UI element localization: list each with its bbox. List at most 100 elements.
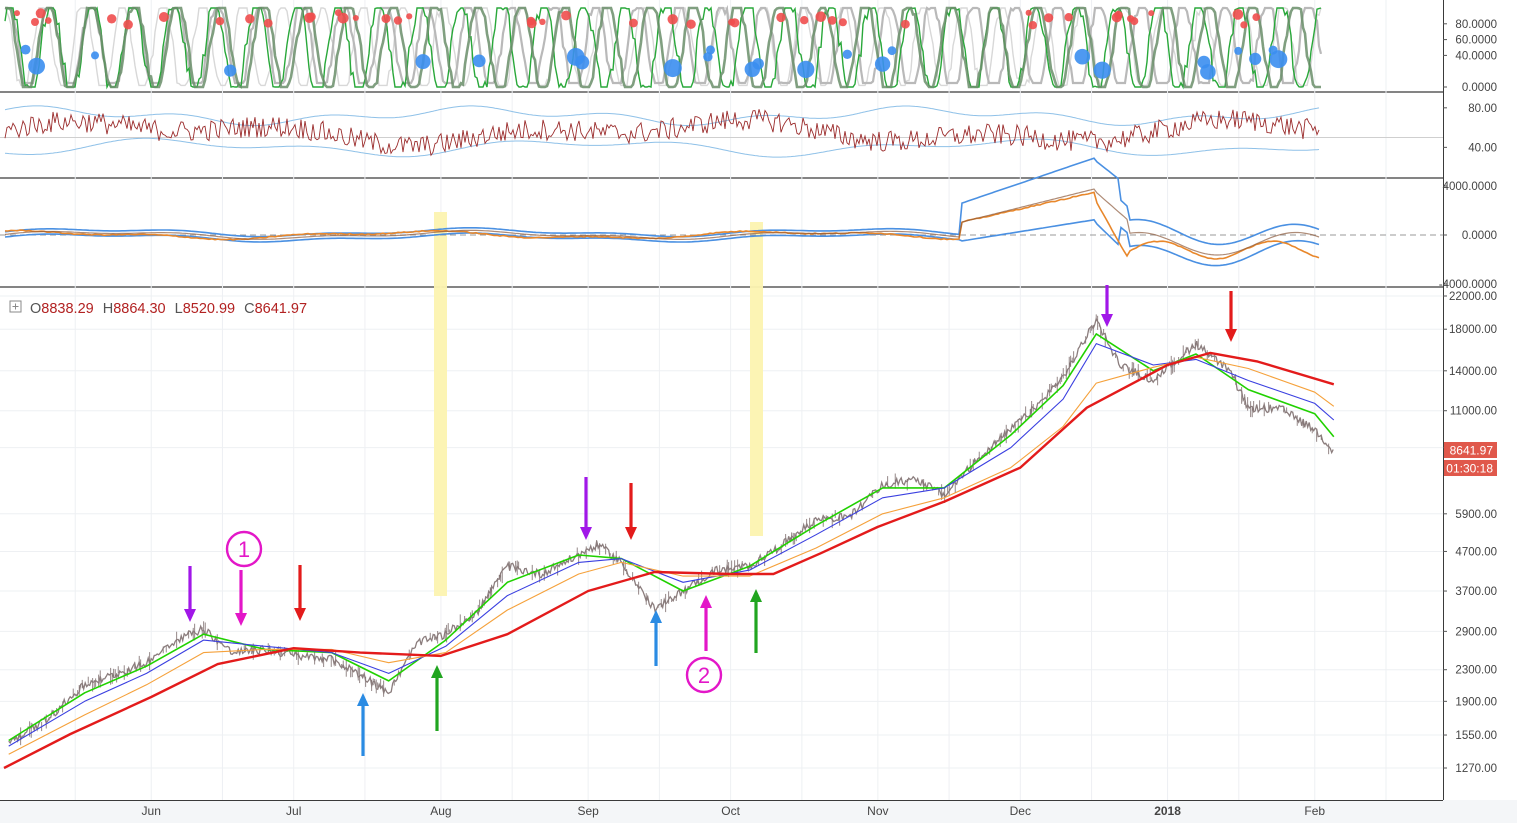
stoch-dot-red <box>686 20 695 29</box>
time-axis-label-dec: Dec <box>1010 804 1031 818</box>
stoch-dot-blue <box>797 61 814 78</box>
price-axis-label: 3700.00 <box>1455 586 1497 598</box>
stoch-dot-red <box>1240 21 1247 28</box>
stoch-dot-red <box>45 17 52 24</box>
ohlc-high-value: 8864.30 <box>113 301 165 317</box>
ohlc-low-value: 8520.99 <box>183 301 235 317</box>
time-axis-label-sep: Sep <box>577 804 599 818</box>
stoch-dot-blue <box>843 50 852 59</box>
oscillator-axis-label: -4000.0000 <box>1439 279 1497 291</box>
ohlc-high-label: H <box>103 301 113 317</box>
price-axis-label: 22000.00 <box>1449 291 1497 303</box>
stoch-dot-red <box>1065 13 1073 21</box>
stoch-dot-red <box>123 20 133 30</box>
stoch-dot-blue <box>888 46 897 55</box>
time-axis-label-jul: Jul <box>286 804 301 818</box>
stoch-dot-red <box>901 20 910 29</box>
price-axis-label: 5900.00 <box>1455 509 1497 521</box>
price-axis-label: 4700.00 <box>1455 546 1497 558</box>
stoch-dot-blue <box>875 56 890 71</box>
stoch-dot-blue <box>703 52 712 61</box>
annotation-number-2: 2 <box>698 663 710 688</box>
stoch-dot-red <box>264 19 273 28</box>
stoch-axis-label: 40.0000 <box>1455 50 1497 62</box>
ohlc-close-label: C <box>244 301 254 317</box>
stoch-dot-red <box>1026 10 1032 16</box>
price-axis-label: 2300.00 <box>1455 665 1497 677</box>
stoch-dot-blue <box>664 59 682 77</box>
price-axis-label: 11000.00 <box>1450 406 1497 418</box>
stoch-dot-red <box>1233 9 1244 20</box>
stoch-dot-red <box>800 16 808 24</box>
stoch-dot-red <box>1148 10 1154 16</box>
countdown-tag-value: 01:30:18 <box>1446 462 1493 476</box>
stoch-dot-red <box>629 19 638 28</box>
stoch-dot-blue <box>473 55 486 68</box>
stoch-dot-red <box>668 14 678 24</box>
stoch-dot-blue <box>21 45 31 55</box>
stoch-dot-red <box>776 13 785 22</box>
stoch-dot-red <box>539 19 545 25</box>
price-axis-label: 1270.00 <box>1455 763 1497 775</box>
time-axis-label-oct: Oct <box>721 804 740 818</box>
stoch-dot-red <box>1029 21 1037 29</box>
stoch-dot-blue <box>91 51 99 59</box>
stoch-axis-label: 0.0000 <box>1462 82 1497 94</box>
ohlc-open-label: O <box>30 301 41 317</box>
oscillator-axis-label: 0.0000 <box>1462 230 1497 242</box>
stoch-dot-red <box>1252 13 1260 21</box>
oscillator-axis-label: 4000.0000 <box>1443 181 1497 193</box>
stoch-dot-red <box>561 11 571 21</box>
stoch-dot-red <box>307 12 316 21</box>
stoch-axis-label: 60.0000 <box>1455 35 1497 47</box>
stoch-dot-red <box>394 16 402 24</box>
stoch-dot-red <box>382 14 391 23</box>
stoch-dot-blue <box>1094 62 1111 79</box>
stoch-dot-red <box>353 15 359 21</box>
stoch-dot-red <box>14 10 20 16</box>
stoch-dot-red <box>245 14 254 23</box>
rsi-axis-label: 80.00 <box>1468 103 1497 115</box>
time-axis-background <box>0 800 1517 823</box>
time-axis-label-2018: 2018 <box>1154 804 1181 818</box>
stoch-dot-blue <box>1249 53 1261 65</box>
price-axis-label: 2900.00 <box>1455 626 1497 638</box>
stoch-dot-red <box>31 18 39 26</box>
stoch-dot-blue <box>1075 49 1091 65</box>
stoch-dot-blue <box>1270 50 1288 68</box>
price-axis-label: 1900.00 <box>1455 696 1497 708</box>
stoch-dot-red <box>1130 17 1138 25</box>
stoch-dot-red <box>839 18 847 26</box>
time-axis-label-aug: Aug <box>430 804 451 818</box>
stoch-dot-blue <box>1200 64 1216 80</box>
stoch-dot-blue <box>745 62 760 77</box>
price-axis-label: 1550.00 <box>1455 730 1497 742</box>
time-axis-label-nov: Nov <box>867 804 888 818</box>
stoch-dot-blue <box>416 54 431 69</box>
stoch-dot-red <box>107 14 116 23</box>
price-axis-label: 14000.00 <box>1449 366 1497 378</box>
time-axis-label-jun: Jun <box>142 804 161 818</box>
stoch-dot-red <box>36 8 46 18</box>
stoch-dot-blue <box>575 55 589 69</box>
stoch-dot-blue <box>224 65 236 77</box>
stoch-dot-red <box>1044 13 1053 22</box>
highlight-bar-oct <box>750 222 763 536</box>
stoch-dot-blue <box>1234 47 1242 55</box>
stoch-dot-red <box>1114 11 1123 20</box>
stoch-dot-red <box>216 17 224 25</box>
price-tag-value: 8641.97 <box>1450 444 1494 458</box>
annotation-number-1: 1 <box>238 537 250 562</box>
ohlc-close-value: 8641.97 <box>255 301 307 317</box>
stoch-dot-red <box>527 17 536 26</box>
stoch-dot-red <box>828 16 837 25</box>
stoch-dot-red <box>406 13 412 19</box>
time-axis-label-feb: Feb <box>1304 804 1325 818</box>
price-axis-label: 18000.00 <box>1449 324 1497 336</box>
stoch-dot-red <box>816 11 827 22</box>
stoch-dot-red <box>730 18 739 27</box>
ohlc-open-value: 8838.29 <box>41 301 93 317</box>
